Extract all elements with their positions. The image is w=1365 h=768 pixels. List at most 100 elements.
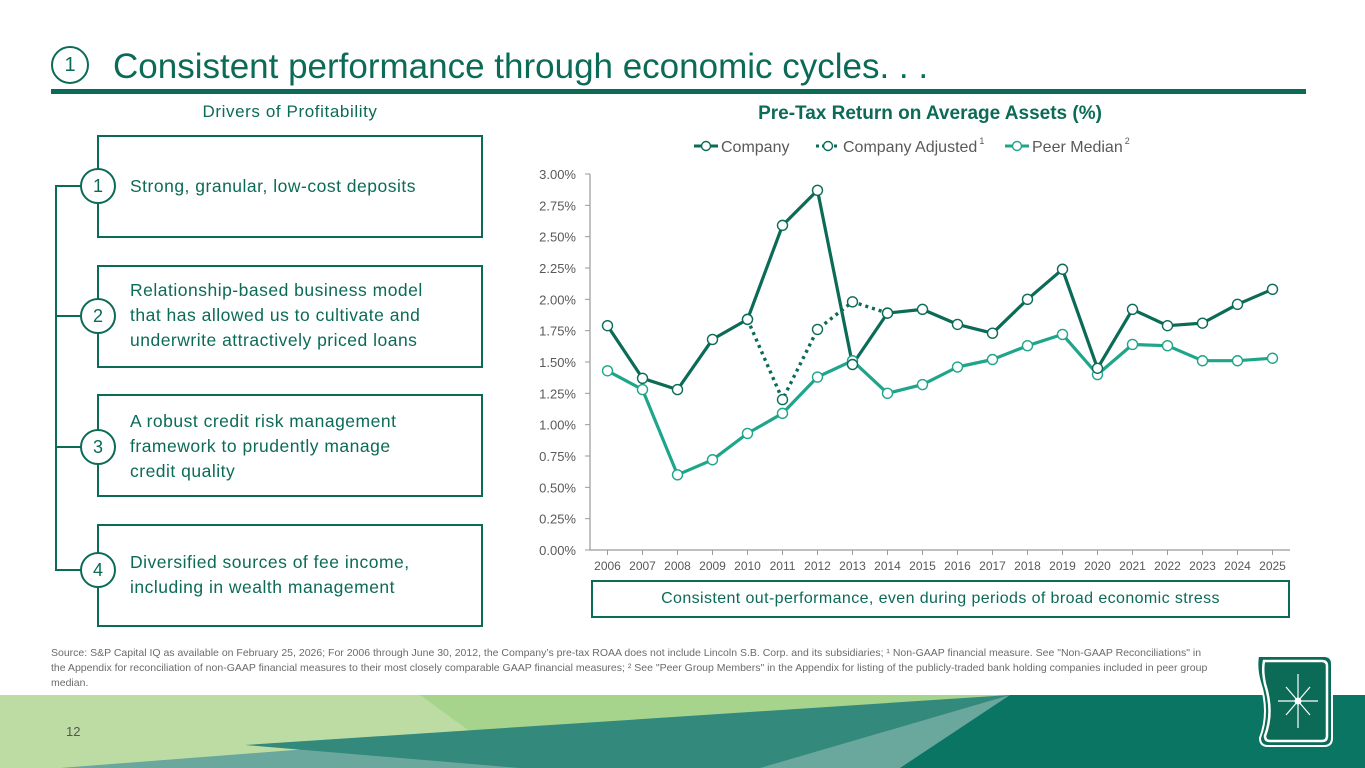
chart-axes: 0.00% 0.25% 0.50% 0.75% 1.00% 1.25% 1.50% 1.75%…	[539, 167, 1290, 573]
data-point	[1196, 355, 1209, 367]
data-point	[601, 319, 614, 332]
data-point	[986, 327, 999, 339]
legend-item-company: Company	[694, 139, 789, 156]
data-point	[1126, 303, 1139, 316]
series-line-company-adjusted	[745, 300, 889, 402]
data-point	[916, 378, 929, 391]
data-point	[1231, 355, 1244, 367]
x-tick-label: 2018	[1014, 559, 1041, 573]
data-point	[776, 407, 789, 420]
data-point	[1021, 293, 1034, 306]
driver-line: credit quality	[130, 461, 236, 481]
y-tick-label: 0.25%	[539, 512, 576, 527]
driver-number-3: 3	[80, 429, 116, 465]
data-point	[671, 383, 684, 396]
driver-connector-2	[55, 315, 81, 317]
chart-title: Pre-Tax Return on Average Assets (%)	[758, 103, 1102, 124]
data-point	[846, 358, 859, 371]
data-point	[1126, 338, 1139, 351]
legend-label: Company	[721, 139, 789, 156]
source-footnote: Source: S&P Capital IQ as available on F…	[51, 647, 1208, 689]
y-tick-label: 1.50%	[539, 355, 576, 370]
star-shield-logo	[1256, 655, 1333, 747]
legend-item-company-adjusted: Company Adjusted 1	[816, 136, 984, 156]
series-line-peer-median	[606, 332, 1273, 477]
data-point	[601, 365, 614, 377]
x-tick-label: 2023	[1189, 559, 1216, 573]
data-point	[1266, 283, 1279, 296]
y-tick-label: 0.00%	[539, 543, 576, 558]
x-tick-label: 2010	[734, 559, 761, 573]
legend-item-peer-median: Peer Median 2	[1005, 136, 1130, 156]
driver-text-2: Relationship-based business model that h…	[130, 278, 423, 353]
x-tick-label: 2013	[839, 559, 866, 573]
legend-superscript: 1	[979, 136, 984, 146]
data-point	[741, 313, 754, 326]
driver-line: Strong, granular, low-cost deposits	[130, 176, 416, 196]
driver-line: Diversified sources of fee income,	[130, 552, 410, 572]
y-tick-label: 1.25%	[539, 386, 576, 401]
driver-number-2: 2	[80, 298, 116, 334]
driver-number-1: 1	[80, 168, 116, 204]
data-point	[846, 296, 859, 308]
data-point	[741, 427, 754, 440]
driver-line: underwrite attractively priced loans	[130, 330, 418, 350]
data-point	[1056, 328, 1069, 341]
page-number: 12	[66, 724, 81, 739]
data-point	[706, 333, 719, 346]
driver-connector-1	[55, 185, 81, 187]
data-point	[1196, 317, 1209, 329]
driver-line: including in wealth management	[130, 577, 396, 597]
drivers-title: Drivers of Profitability	[202, 102, 378, 121]
data-point	[1021, 340, 1034, 352]
data-point	[636, 372, 649, 384]
chart-legend: Company Company Adjusted 1 Peer Median 2	[694, 136, 1130, 156]
x-tick-label: 2020	[1084, 559, 1111, 573]
x-tick-label: 2024	[1224, 559, 1251, 573]
data-point	[1161, 340, 1174, 352]
y-tick-label: 2.75%	[539, 198, 576, 213]
series-line-company	[606, 188, 1274, 392]
y-tick-label: 2.25%	[539, 261, 576, 276]
data-point	[706, 454, 719, 466]
driver-line: Relationship-based business model	[130, 280, 423, 300]
x-tick-label: 2015	[909, 559, 936, 573]
y-tick-label: 0.50%	[539, 480, 576, 495]
driver-line: framework to prudently manage	[130, 436, 391, 456]
data-point	[1231, 298, 1244, 311]
data-point	[951, 318, 964, 331]
legend-superscript: 2	[1125, 136, 1130, 146]
data-point	[1266, 352, 1279, 364]
title-divider	[51, 89, 1306, 94]
x-tick-label: 2017	[979, 559, 1006, 573]
data-point	[916, 303, 929, 316]
x-tick-label: 2022	[1154, 559, 1181, 573]
data-point	[776, 393, 789, 406]
data-point	[881, 307, 894, 319]
x-tick-label: 2008	[664, 559, 691, 573]
legend-label: Peer Median	[1032, 139, 1123, 156]
data-point	[811, 323, 824, 336]
driver-connector-3	[55, 446, 81, 448]
data-point	[811, 371, 824, 383]
x-tick-label: 2016	[944, 559, 971, 573]
y-tick-label: 1.75%	[539, 324, 576, 339]
x-tick-label: 2019	[1049, 559, 1076, 573]
driver-line: A robust credit risk management	[130, 411, 397, 431]
y-tick-label: 3.00%	[539, 167, 576, 182]
x-tick-label: 2006	[594, 559, 621, 573]
section-number-badge: 1	[51, 46, 89, 84]
y-tick-label: 0.75%	[539, 449, 576, 464]
x-tick-label: 2025	[1259, 559, 1286, 573]
chart-series	[601, 184, 1279, 481]
data-point	[811, 184, 824, 196]
data-point	[881, 387, 894, 400]
driver-text-4: Diversified sources of fee income, inclu…	[130, 550, 410, 600]
driver-text-1: Strong, granular, low-cost deposits	[130, 174, 416, 199]
driver-text-3: A robust credit risk management framewor…	[130, 409, 396, 484]
y-tick-label: 2.50%	[539, 230, 576, 245]
x-tick-label: 2014	[874, 559, 901, 573]
data-point	[1161, 319, 1174, 332]
data-point	[986, 353, 999, 366]
